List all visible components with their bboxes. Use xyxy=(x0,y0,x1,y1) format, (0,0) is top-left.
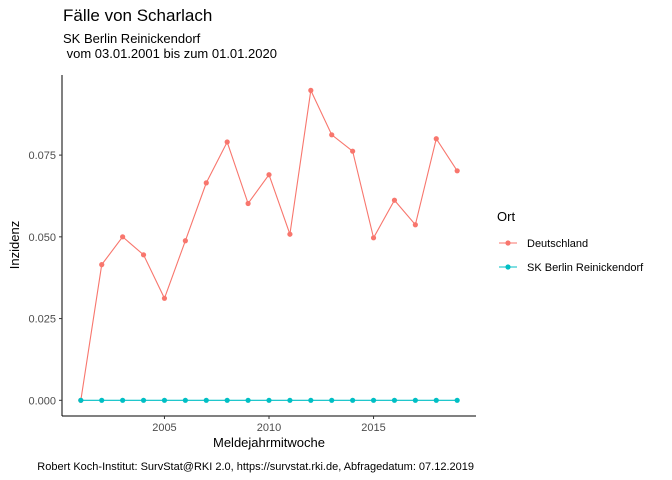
data-point xyxy=(182,238,188,244)
x-tick-label: 2010 xyxy=(257,422,281,434)
data-point xyxy=(99,262,105,268)
data-point xyxy=(266,172,272,178)
legend-items: Deutschland SK Berlin Reinickendorf xyxy=(499,238,644,274)
data-point xyxy=(161,295,168,301)
data-point xyxy=(140,397,147,403)
legend-item: SK Berlin Reinickendorf xyxy=(499,262,644,274)
chart-subtitle-line1: SK Berlin Reinickendorf xyxy=(63,31,201,46)
chart-subtitle-line2: vom 03.01.2001 bis zum 01.01.2020 xyxy=(63,46,277,61)
data-point xyxy=(454,168,460,174)
data-point xyxy=(308,87,314,93)
y-axis-title: Inzidenz xyxy=(7,221,22,269)
data-point xyxy=(161,397,168,403)
legend-item: Deutschland xyxy=(499,238,588,250)
data-point xyxy=(391,197,398,203)
x-axis-ticks: 2005 2010 2015 xyxy=(152,416,386,434)
data-point xyxy=(224,397,230,403)
data-point xyxy=(308,397,314,403)
data-point xyxy=(224,139,230,145)
data-point xyxy=(245,200,251,207)
data-point xyxy=(370,235,377,241)
data-point xyxy=(287,397,293,403)
data-point xyxy=(203,180,209,186)
data-point xyxy=(350,148,356,154)
y-tick-label: 0.000 xyxy=(28,395,56,407)
series-0 xyxy=(78,87,460,403)
data-point xyxy=(412,397,418,403)
plot-area: 0.000 0.025 0.050 0.075 2005 2010 2015 xyxy=(28,75,476,434)
x-axis-title: Meldejahrmitwoche xyxy=(213,435,325,450)
data-point xyxy=(370,397,377,403)
data-point xyxy=(203,397,209,403)
legend-title: Ort xyxy=(497,209,515,224)
legend-label: Deutschland xyxy=(527,238,588,250)
y-tick-label: 0.025 xyxy=(28,314,56,326)
y-tick-label: 0.050 xyxy=(28,232,56,244)
chart-caption: Robert Koch-Institut: SurvStat@RKI 2.0, … xyxy=(37,461,474,473)
data-point xyxy=(412,222,418,228)
legend-label: SK Berlin Reinickendorf xyxy=(527,262,644,274)
x-tick-label: 2005 xyxy=(152,422,176,434)
series-layer xyxy=(78,87,460,403)
data-point xyxy=(350,397,356,403)
legend-key-point xyxy=(505,264,511,270)
data-point xyxy=(287,231,293,237)
data-point xyxy=(329,132,335,138)
data-point xyxy=(391,397,398,403)
chart-title: Fälle von Scharlach xyxy=(63,6,212,25)
series-1 xyxy=(78,397,460,403)
legend-key-point xyxy=(505,240,511,246)
legend: Ort Deutschland SK Berlin Reinickendorf xyxy=(497,209,644,274)
data-point xyxy=(120,234,126,240)
data-point xyxy=(245,397,251,403)
data-point xyxy=(454,397,460,403)
y-tick-label: 0.075 xyxy=(28,150,56,162)
data-point xyxy=(120,397,126,403)
data-point xyxy=(433,136,439,142)
y-axis-ticks: 0.000 0.025 0.050 0.075 xyxy=(28,150,62,407)
data-point xyxy=(329,397,335,403)
series-line xyxy=(80,88,458,401)
data-point xyxy=(140,252,147,258)
x-tick-label: 2015 xyxy=(361,422,385,434)
data-point xyxy=(182,397,188,403)
data-point xyxy=(433,397,439,403)
data-point xyxy=(99,397,105,403)
data-point xyxy=(266,397,272,403)
data-point xyxy=(78,397,84,403)
